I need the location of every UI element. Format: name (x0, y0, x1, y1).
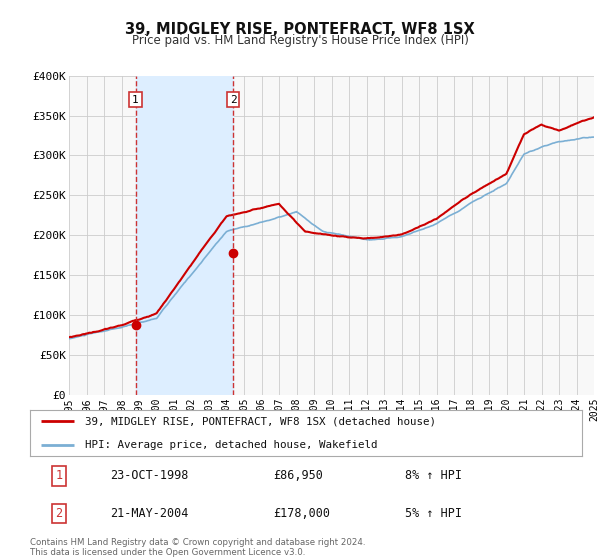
Text: 1: 1 (132, 95, 139, 105)
Text: 2: 2 (230, 95, 236, 105)
Text: 2: 2 (55, 507, 62, 520)
Text: 21-MAY-2004: 21-MAY-2004 (110, 507, 188, 520)
Text: HPI: Average price, detached house, Wakefield: HPI: Average price, detached house, Wake… (85, 440, 378, 450)
Text: £86,950: £86,950 (273, 469, 323, 482)
Text: 5% ↑ HPI: 5% ↑ HPI (406, 507, 463, 520)
Text: Price paid vs. HM Land Registry's House Price Index (HPI): Price paid vs. HM Land Registry's House … (131, 34, 469, 46)
Text: 39, MIDGLEY RISE, PONTEFRACT, WF8 1SX: 39, MIDGLEY RISE, PONTEFRACT, WF8 1SX (125, 22, 475, 38)
Text: 8% ↑ HPI: 8% ↑ HPI (406, 469, 463, 482)
Text: £178,000: £178,000 (273, 507, 330, 520)
Text: 39, MIDGLEY RISE, PONTEFRACT, WF8 1SX (detached house): 39, MIDGLEY RISE, PONTEFRACT, WF8 1SX (d… (85, 416, 436, 426)
Text: 23-OCT-1998: 23-OCT-1998 (110, 469, 188, 482)
Text: 1: 1 (55, 469, 62, 482)
Text: Contains HM Land Registry data © Crown copyright and database right 2024.
This d: Contains HM Land Registry data © Crown c… (30, 538, 365, 557)
Bar (136, 76, 233, 395)
